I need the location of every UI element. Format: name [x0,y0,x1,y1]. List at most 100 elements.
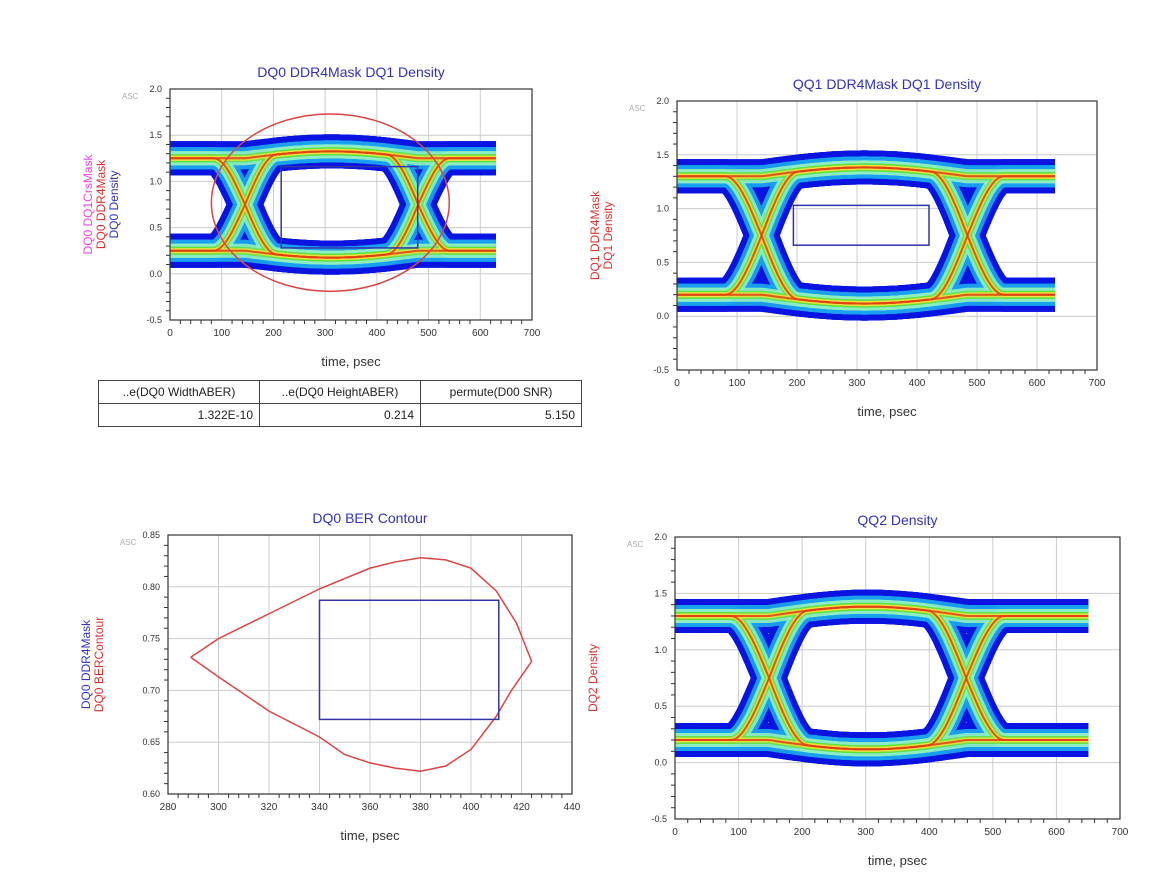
y-tick-label: 1.0 [656,204,669,214]
y-axis-label: DQ1 DDR4Mask [588,190,602,280]
eye-trace [675,605,1089,617]
x-tick-label: 600 [1029,378,1046,389]
chart-title: QQ2 Density [857,512,937,528]
x-tick-label: 100 [729,378,746,389]
x-tick-label: 300 [210,802,227,813]
chart-title: QQ1 DDR4Mask DQ1 Density [793,76,981,92]
value-width: 1.322E-10 [98,403,260,427]
y-axis-label: DQ2 Density [586,644,600,712]
chart-2: QQ1 DDR4Mask DQ1 Density ASC 0 100 200 300 400… [588,76,1106,419]
ber-contour-line [190,557,533,772]
x-tick-label: 0 [674,378,680,389]
y-axis-label: DQ0 Density [107,170,121,238]
x-tick-label: 420 [513,802,530,813]
plot-frame [674,536,1121,820]
x-tick-label: 400 [369,328,386,339]
y-tick-label: 2.0 [149,84,162,94]
x-tick-label: 280 [160,802,177,813]
plot-frame [167,534,573,795]
table-header-row: ..e(DQ0 WidthABER) ..e(DQ0 HeightABER) p… [98,380,582,404]
table-row: 1.322E-10 0.214 5.150 [98,403,582,427]
header-height: ..e(DQ0 HeightABER) [259,380,421,404]
y-tick-label: 1.5 [654,588,667,598]
corner-label: ASC [627,540,644,549]
x-tick-label: 440 [564,802,581,813]
y-axis-label: DQ0 DQ1CrsMask [81,153,95,254]
value-snr: 5.150 [420,403,582,427]
plot-area [675,589,1089,767]
y-tick-label: 0.5 [149,223,162,233]
plot-frame [676,100,1098,371]
y-tick-label: 0.60 [142,789,160,799]
x-tick-label: 100 [730,827,747,838]
chart-title: DQ0 DDR4Mask DQ1 Density [257,64,445,80]
y-tick-label: -0.5 [651,814,667,824]
measurement-table: ..e(DQ0 WidthABER) ..e(DQ0 HeightABER) p… [98,380,582,427]
corner-label: ASC [122,92,139,101]
corner-label: ASC [629,104,646,113]
eye-trace [170,150,496,160]
eye-trace [677,166,1055,178]
eye-trace [170,157,496,259]
y-tick-label: 0.75 [142,634,160,644]
x-tick-label: 400 [921,827,938,838]
x-axis-label: time, psec [340,828,400,843]
x-tick-label: 0 [672,827,678,838]
corner-label: ASC [120,538,137,547]
y-axis-label: DQ1 Density [601,201,615,269]
plot-area [170,113,496,293]
x-tick-label: 340 [311,802,328,813]
x-tick-label: 320 [261,802,278,813]
x-tick-label: 400 [909,378,926,389]
x-tick-label: 500 [420,328,437,339]
ddr4-mask-rect [280,165,419,249]
x-tick-label: 700 [1089,378,1106,389]
y-tick-label: 0.5 [654,701,667,711]
x-tick-label: 0 [167,328,173,339]
x-tick-label: 200 [265,328,282,339]
y-tick-label: 0.85 [142,530,160,540]
x-tick-label: 400 [463,802,480,813]
chart-4: QQ2 Density ASC 0 100 200 300 400 500 600 700 -0.5… [586,512,1129,868]
y-tick-label: 0.70 [142,685,160,695]
y-tick-label: 2.0 [654,532,667,542]
y-tick-label: 1.0 [654,645,667,655]
y-axis-label: DQ0 BERContour [92,617,106,712]
x-tick-label: 360 [362,802,379,813]
x-tick-label: 500 [969,378,986,389]
x-tick-label: 600 [1048,827,1065,838]
x-tick-label: 300 [857,827,874,838]
chart-title: DQ0 BER Contour [312,510,427,526]
x-tick-label: 600 [472,328,489,339]
eye-trace [677,175,1055,305]
x-tick-label: 200 [794,827,811,838]
ddr4-mask-rect [792,204,930,246]
y-tick-label: 1.5 [149,130,162,140]
y-tick-label: 0.0 [656,311,669,321]
y-tick-label: 1.0 [149,176,162,186]
x-axis-label: time, psec [857,404,917,419]
x-tick-label: 700 [524,328,541,339]
x-tick-label: 500 [985,827,1002,838]
y-tick-label: 0.0 [149,269,162,279]
x-tick-label: 100 [213,328,230,339]
x-tick-label: 700 [1112,827,1129,838]
y-tick-label: 0.5 [656,257,669,267]
y-tick-label: 0.65 [142,737,160,747]
x-tick-label: 380 [412,802,429,813]
y-axis-label: DQ0 DDR4Mask [94,159,108,249]
x-tick-label: 200 [789,378,806,389]
x-axis-label: time, psec [321,354,381,369]
y-tick-label: 0.0 [654,758,667,768]
plot-area [190,557,533,772]
header-width: ..e(DQ0 WidthABER) [98,380,260,404]
y-tick-label: 1.5 [656,150,669,160]
x-tick-label: 300 [317,328,334,339]
header-snr: permute(D00 SNR) [420,380,582,404]
chart-3: DQ0 BER Contour ASC 280 300 320 340 360 380 400 4… [79,510,581,843]
y-tick-label: 0.80 [142,582,160,592]
x-axis-label: time, psec [868,853,928,868]
y-tick-label: -0.5 [146,315,162,325]
y-tick-label: -0.5 [653,365,669,375]
